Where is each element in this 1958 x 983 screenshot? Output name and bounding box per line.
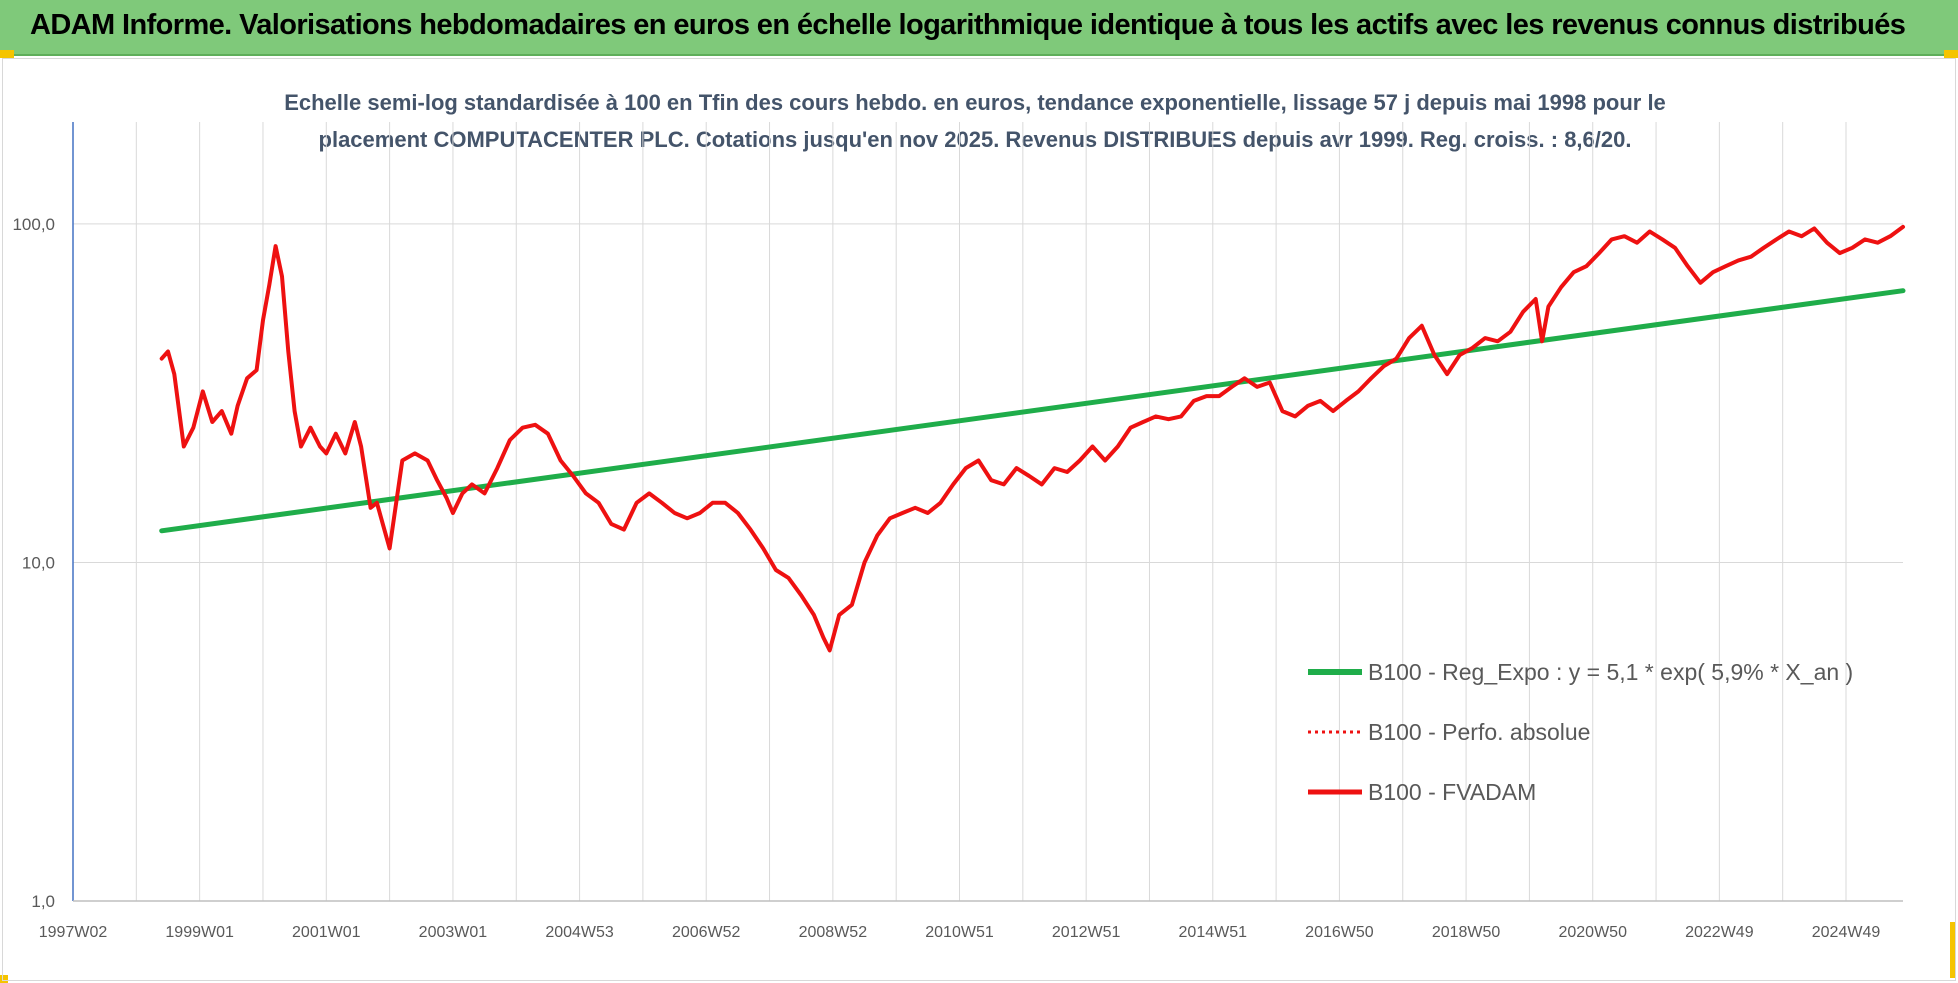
regression-line <box>159 288 1906 534</box>
x-tick-label: 2016W50 <box>1305 924 1374 941</box>
x-tick-label: 2024W49 <box>1812 924 1881 941</box>
y-tick-label: 1,0 <box>31 892 55 911</box>
chart-subtitle-line2: placement COMPUTACENTER PLC. Cotations j… <box>319 127 1632 152</box>
x-tick-label: 2020W50 <box>1558 924 1627 941</box>
report-banner: ADAM Informe. Valorisations hebdomadaire… <box>0 0 1958 56</box>
corner-accent-top-right <box>1944 50 1958 58</box>
legend: B100 - Reg_Expo : y = 5,1 * exp( 5,9% * … <box>1308 659 1853 805</box>
corner-accent-bottom-left <box>0 975 8 983</box>
x-tick-label: 1997W02 <box>39 924 108 941</box>
x-tick-label: 1999W01 <box>165 924 234 941</box>
chart-subtitle-line1: Echelle semi-log standardisée à 100 en T… <box>284 90 1666 115</box>
chart-frame <box>2 58 1956 981</box>
axes <box>72 122 1903 902</box>
tick-labels: 1,0 10,0 100,0 1997W02 1999W01 2001W01 2003W01… <box>12 215 1880 941</box>
x-tick-label: 2012W51 <box>1052 924 1121 941</box>
legend-label: B100 - Perfo. absolue <box>1368 719 1590 745</box>
x-tick-label: 2018W50 <box>1432 924 1501 941</box>
x-tick-label: 2008W52 <box>799 924 868 941</box>
y-tick-label: 10,0 <box>22 553 55 572</box>
x-tick-label: 2022W49 <box>1685 924 1754 941</box>
x-tick-label: 2014W51 <box>1179 924 1248 941</box>
report-title: ADAM Informe. Valorisations hebdomadaire… <box>30 9 1906 41</box>
legend-label: B100 - FVADAM <box>1368 779 1536 805</box>
legend-label: B100 - Reg_Expo : y = 5,1 * exp( 5,9% * … <box>1368 659 1853 685</box>
x-tick-label: 2006W52 <box>672 924 741 941</box>
fvadam-line <box>159 224 1905 653</box>
corner-accent-bottom-right <box>1950 922 1956 978</box>
corner-accent-top-left <box>0 50 14 58</box>
series-group <box>159 224 1906 653</box>
x-tick-label: 2003W01 <box>419 924 488 941</box>
x-tick-label: 2010W51 <box>925 924 994 941</box>
x-tick-label: 2001W01 <box>292 924 361 941</box>
y-tick-label: 100,0 <box>12 215 55 234</box>
x-tick-label: 2004W53 <box>545 924 614 941</box>
